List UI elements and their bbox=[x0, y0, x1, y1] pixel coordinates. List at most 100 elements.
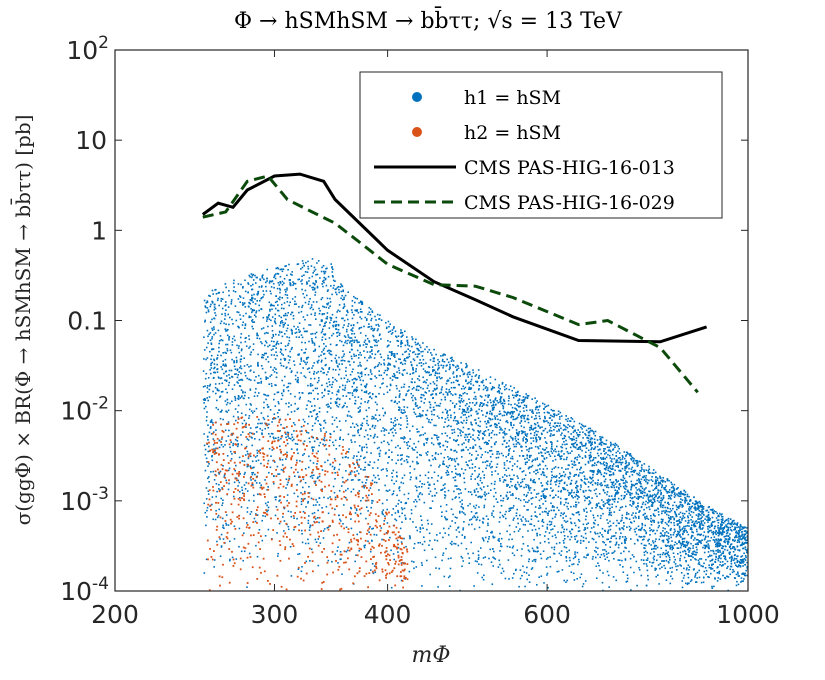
scatter-point bbox=[321, 396, 324, 399]
scatter-point bbox=[512, 519, 515, 521]
scatter-point bbox=[419, 531, 421, 533]
scatter-point bbox=[643, 508, 645, 511]
scatter-point bbox=[279, 351, 282, 353]
scatter-point bbox=[578, 454, 580, 456]
scatter-point bbox=[735, 531, 737, 534]
scatter-point bbox=[416, 431, 419, 433]
scatter-point bbox=[304, 271, 307, 273]
scatter-point bbox=[402, 482, 405, 485]
scatter-point bbox=[261, 433, 263, 436]
scatter-point bbox=[505, 455, 507, 458]
scatter-point bbox=[247, 282, 249, 284]
scatter-point bbox=[232, 415, 235, 418]
scatter-point bbox=[673, 517, 675, 520]
scatter-point bbox=[304, 468, 307, 470]
scatter-point bbox=[569, 559, 571, 562]
scatter-point bbox=[630, 480, 633, 483]
scatter-point bbox=[388, 489, 391, 491]
scatter-point bbox=[640, 466, 643, 469]
scatter-point bbox=[704, 545, 707, 548]
scatter-point bbox=[369, 369, 372, 371]
scatter-point bbox=[306, 404, 308, 407]
scatter-point bbox=[508, 486, 511, 488]
scatter-point bbox=[205, 558, 208, 561]
scatter-point bbox=[553, 552, 555, 555]
scatter-point bbox=[299, 396, 301, 399]
scatter-point bbox=[266, 404, 269, 406]
scatter-point bbox=[314, 480, 317, 483]
scatter-point bbox=[649, 561, 651, 563]
scatter-point bbox=[442, 463, 444, 465]
scatter-point bbox=[246, 377, 248, 380]
scatter-point bbox=[506, 413, 508, 416]
scatter-point bbox=[715, 549, 717, 552]
scatter-point bbox=[295, 287, 297, 290]
scatter-point bbox=[387, 340, 389, 342]
scatter-point bbox=[437, 404, 439, 407]
scatter-point bbox=[300, 570, 303, 573]
scatter-point bbox=[597, 468, 600, 471]
scatter-point bbox=[283, 530, 285, 532]
scatter-point bbox=[412, 358, 415, 360]
scatter-point bbox=[360, 428, 362, 430]
scatter-point bbox=[218, 508, 220, 511]
scatter-point bbox=[695, 572, 697, 575]
scatter-point bbox=[486, 460, 488, 462]
scatter-point bbox=[279, 296, 281, 298]
scatter-point bbox=[351, 394, 354, 397]
scatter-point bbox=[327, 371, 329, 373]
scatter-point bbox=[689, 580, 692, 583]
scatter-point bbox=[688, 569, 690, 571]
scatter-point bbox=[214, 332, 217, 334]
scatter-point bbox=[446, 435, 449, 437]
scatter-point bbox=[502, 398, 505, 401]
scatter-point bbox=[498, 392, 501, 394]
scatter-point bbox=[263, 401, 265, 404]
scatter-point bbox=[231, 318, 233, 321]
scatter-point bbox=[451, 429, 453, 431]
scatter-point bbox=[225, 440, 228, 442]
scatter-point bbox=[716, 545, 719, 548]
scatter-point bbox=[430, 523, 433, 525]
scatter-point bbox=[743, 536, 745, 538]
scatter-point bbox=[726, 523, 729, 525]
scatter-point bbox=[351, 330, 354, 332]
scatter-point bbox=[506, 491, 509, 494]
scatter-point bbox=[346, 381, 348, 383]
scatter-point bbox=[212, 293, 214, 295]
scatter-point bbox=[277, 401, 280, 403]
scatter-point bbox=[724, 539, 726, 542]
scatter-point bbox=[221, 409, 223, 412]
scatter-point bbox=[482, 388, 485, 391]
scatter-point bbox=[248, 315, 251, 318]
scatter-point bbox=[233, 361, 235, 364]
scatter-point bbox=[393, 424, 395, 427]
scatter-point bbox=[255, 482, 258, 484]
scatter-point bbox=[296, 443, 299, 445]
scatter-point bbox=[388, 344, 390, 347]
scatter-point bbox=[593, 470, 595, 472]
scatter-point bbox=[611, 503, 614, 506]
scatter-point bbox=[342, 388, 344, 391]
scatter-point bbox=[544, 500, 547, 502]
scatter-point bbox=[366, 451, 368, 454]
scatter-point bbox=[673, 487, 675, 490]
scatter-point bbox=[397, 509, 399, 512]
scatter-point bbox=[325, 363, 327, 366]
scatter-point bbox=[218, 483, 220, 486]
scatter-point bbox=[419, 528, 422, 530]
scatter-point bbox=[538, 415, 541, 418]
scatter-point bbox=[396, 387, 398, 390]
scatter-point bbox=[222, 418, 224, 421]
scatter-point bbox=[686, 493, 689, 496]
scatter-point bbox=[243, 484, 246, 486]
scatter-point bbox=[646, 551, 649, 554]
scatter-point bbox=[508, 449, 510, 451]
scatter-point bbox=[270, 366, 272, 368]
scatter-point bbox=[626, 574, 629, 576]
scatter-point bbox=[440, 489, 442, 491]
scatter-point bbox=[296, 380, 298, 383]
scatter-point bbox=[296, 408, 299, 410]
scatter-point bbox=[264, 352, 266, 355]
scatter-point bbox=[260, 286, 263, 288]
